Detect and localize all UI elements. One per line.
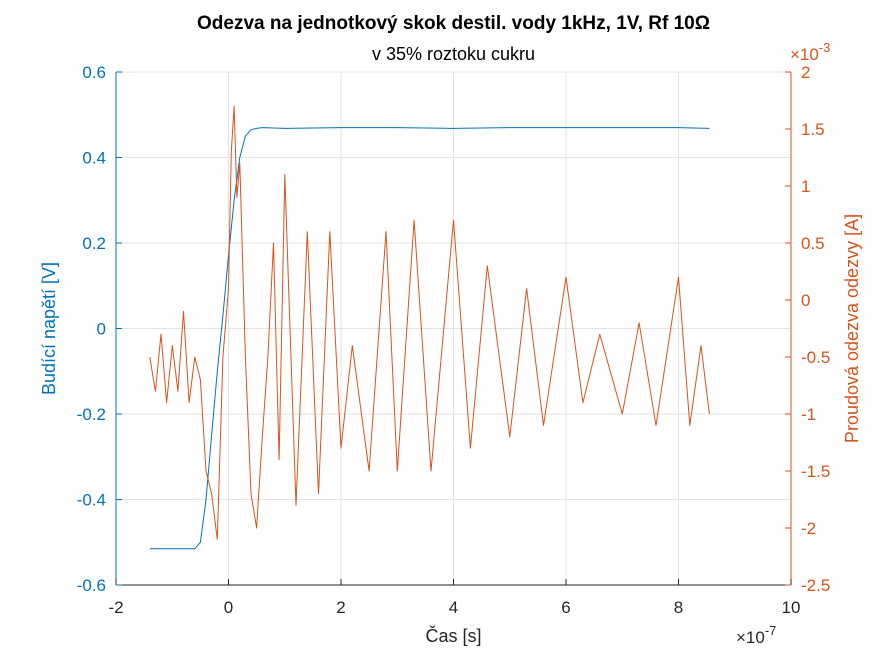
right-tick-label: 1.5 — [801, 120, 825, 139]
right-tick-label: -1 — [801, 405, 816, 424]
left-tick-label: 0 — [97, 320, 106, 339]
x-tick-label: 6 — [561, 598, 570, 617]
left-tick-label: 0.2 — [82, 234, 106, 253]
right-tick-label: -1.5 — [801, 462, 830, 481]
current-response-line — [149, 105, 710, 540]
right-tick-label: 0 — [801, 291, 810, 310]
left-tick-label: -0.4 — [77, 491, 106, 510]
right-tick-label: 1 — [801, 177, 810, 196]
right-exponent-power: -3 — [819, 40, 831, 55]
x-tick-label: -2 — [108, 598, 123, 617]
left-tick-label: -0.2 — [77, 405, 106, 424]
series-group — [149, 105, 710, 550]
chart-subtitle: v 35% roztoku cukru — [372, 44, 535, 64]
left-tick-label: 0.4 — [82, 149, 106, 168]
right-tick-label: -2.5 — [801, 576, 830, 595]
right-tick-label: 2 — [801, 63, 810, 82]
right-axis-label: Proudová odezva odezvy [A] — [842, 214, 862, 443]
x-tick-label: 10 — [782, 598, 801, 617]
left-tick-label: -0.6 — [77, 576, 106, 595]
left-tick-label: 0.6 — [82, 63, 106, 82]
x-axis-exponent: ×10-7 — [736, 623, 776, 647]
ticks-group: -2 0 2 4 6 8 10-0.6-0.4-0.200.20.40.6-2.5-2-1.… — [77, 63, 831, 617]
right-axis-exponent: ×10-3 — [790, 40, 830, 64]
x-tick-label: 0 — [224, 598, 233, 617]
x-axis-label: Čas [s] — [425, 625, 481, 646]
x-tick-label: 8 — [674, 598, 683, 617]
right-exponent-base: ×10 — [790, 45, 819, 64]
x-tick-label: 4 — [449, 598, 458, 617]
x-exponent-power: -7 — [765, 623, 777, 638]
x-exponent-base: ×10 — [736, 628, 765, 647]
right-tick-label: 0.5 — [801, 234, 825, 253]
voltage-line — [149, 127, 710, 550]
left-axis-label: Budící napětí [V] — [39, 262, 59, 395]
chart-title: Odezva na jednotkový skok destil. vody 1… — [197, 13, 710, 34]
right-tick-label: -2 — [801, 519, 816, 538]
right-tick-label: -0.5 — [801, 348, 830, 367]
x-tick-label: 2 — [336, 598, 345, 617]
